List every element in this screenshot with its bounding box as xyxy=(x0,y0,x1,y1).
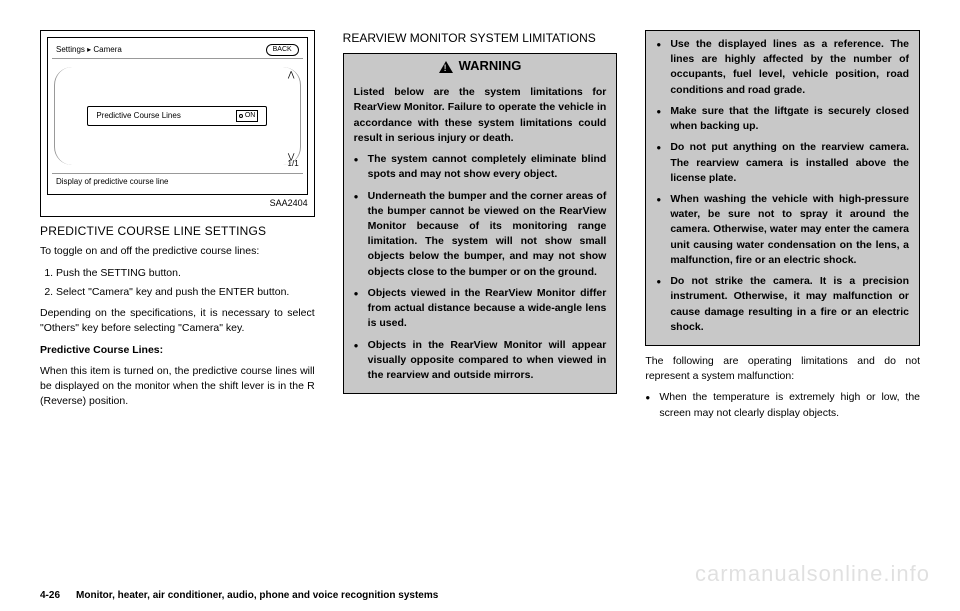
warn-bullet-8: When washing the vehicle with high-press… xyxy=(656,192,909,268)
warning-triangle-icon xyxy=(439,61,453,73)
warning-list: The system cannot completely eliminate b… xyxy=(354,152,607,383)
warning-box: WARNING Listed below are the system limi… xyxy=(343,53,618,394)
subheading: Predictive Course Lines: xyxy=(40,343,315,358)
warning-list-cont: Use the displayed lines as a reference. … xyxy=(656,37,909,335)
warn-bullet-7: Do not put anything on the rearview came… xyxy=(656,140,909,186)
screen-body: Predictive Course Lines ON ⋀ ⋁ xyxy=(52,59,303,173)
warn-bullet-9: Do not strike the camera. It is a precis… xyxy=(656,274,909,335)
section-title: Monitor, heater, air conditioner, audio,… xyxy=(76,590,438,601)
desc-text: When this item is turned on, the predict… xyxy=(40,364,315,410)
column-2: REARVIEW MONITOR SYSTEM LIMITATIONS WARN… xyxy=(343,30,618,427)
limitations-intro: The following are operating limitations … xyxy=(645,354,920,384)
toggle-on: ON xyxy=(236,110,259,122)
settings-figure: Settings ▸ Camera BACK Predictive Course… xyxy=(40,30,315,217)
warn-bullet-2: Underneath the bumper and the corner are… xyxy=(354,189,607,280)
warning-label: WARNING xyxy=(459,57,522,76)
intro-text: To toggle on and off the predictive cour… xyxy=(40,244,315,259)
breadcrumb: Settings ▸ Camera xyxy=(56,44,122,56)
screen-header: Settings ▸ Camera BACK xyxy=(52,42,303,59)
page-footer: 4-26 Monitor, heater, air conditioner, a… xyxy=(40,590,920,601)
warn-bullet-6: Make sure that the liftgate is securely … xyxy=(656,104,909,134)
screen-help-text: Display of predictive course line xyxy=(56,176,169,188)
step-1: Push the SETTING button. xyxy=(56,266,315,281)
warn-bullet-4: Objects in the RearView Monitor will app… xyxy=(354,338,607,384)
depends-text: Depending on the specifications, it is n… xyxy=(40,306,315,336)
warning-box-cont: Use the displayed lines as a reference. … xyxy=(645,30,920,346)
back-pill: BACK xyxy=(266,44,299,56)
toggle-label: ON xyxy=(245,111,256,121)
step-2: Select "Camera" key and push the ENTER b… xyxy=(56,285,315,300)
column-1: Settings ▸ Camera BACK Predictive Course… xyxy=(40,30,315,427)
warning-body-cont: Use the displayed lines as a reference. … xyxy=(646,31,919,345)
normal-list: When the temperature is extremely high o… xyxy=(645,390,920,420)
normal-bullet-1: When the temperature is extremely high o… xyxy=(645,390,920,420)
heading-limitations: REARVIEW MONITOR SYSTEM LIMITATIONS xyxy=(343,30,618,47)
toggle-dot-icon xyxy=(239,114,243,118)
heading-predictive: PREDICTIVE COURSE LINE SETTINGS xyxy=(40,223,315,240)
watermark: carmanualsonline.info xyxy=(695,561,930,587)
steps-list: Push the SETTING button. Select "Camera"… xyxy=(56,266,315,300)
screen-mock: Settings ▸ Camera BACK Predictive Course… xyxy=(47,37,308,195)
warn-bullet-1: The system cannot completely eliminate b… xyxy=(354,152,607,182)
screen-footer: Display of predictive course line 1/1 xyxy=(52,173,303,190)
arc-left xyxy=(54,67,72,165)
figure-caption: SAA2404 xyxy=(47,197,308,210)
manual-page: Settings ▸ Camera BACK Predictive Course… xyxy=(0,0,960,437)
warning-intro: Listed below are the system limitations … xyxy=(354,85,607,146)
row-label: Predictive Course Lines xyxy=(96,110,180,122)
warn-bullet-5: Use the displayed lines as a reference. … xyxy=(656,37,909,98)
column-3: Use the displayed lines as a reference. … xyxy=(645,30,920,427)
warn-bullet-3: Objects viewed in the RearView Monitor d… xyxy=(354,286,607,332)
warning-header: WARNING xyxy=(344,54,617,79)
warning-body: Listed below are the system limitations … xyxy=(344,79,617,393)
arc-right: ⋀ ⋁ xyxy=(283,67,301,165)
page-indicator: 1/1 xyxy=(288,158,299,170)
setting-row: Predictive Course Lines ON xyxy=(87,106,267,126)
up-arrow-icon: ⋀ xyxy=(288,71,295,79)
page-number: 4-26 xyxy=(40,590,60,601)
